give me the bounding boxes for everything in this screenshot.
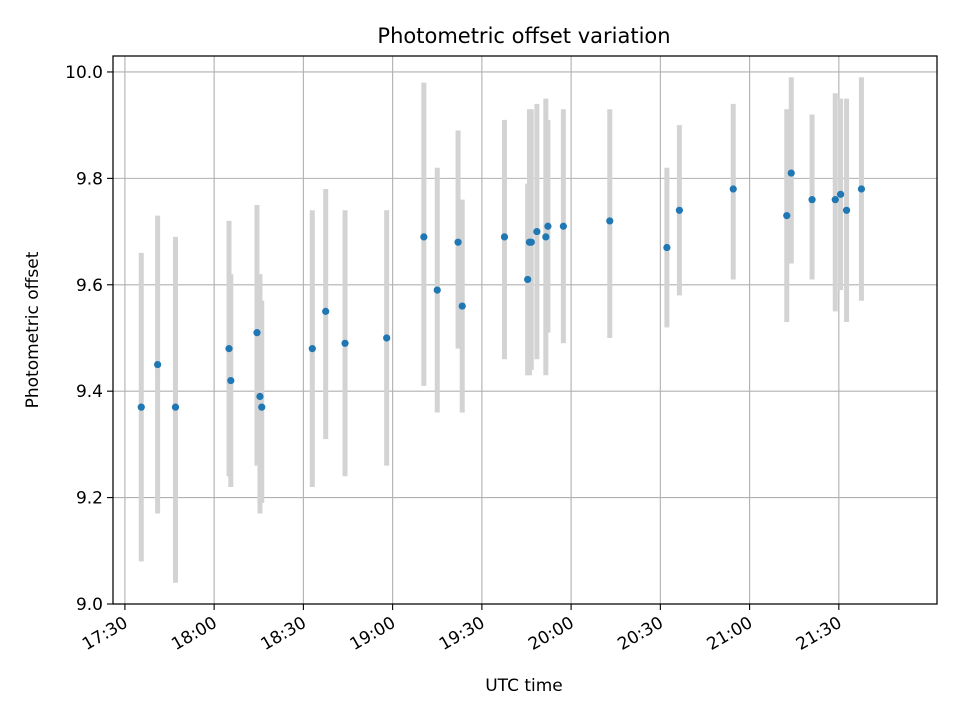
grid-layer [113,56,937,605]
data-point [500,233,509,241]
data-point [420,233,428,241]
data-point [256,392,264,401]
errorbar-layer [138,77,864,583]
data-point [458,302,466,310]
data-point [308,345,316,353]
data-point [663,243,671,252]
x-tick-label: 17:30 [79,613,131,655]
data-point [524,275,532,284]
data-point [542,233,550,241]
y-axis-title: Photometric offset [23,251,43,408]
y-tick-label: 9.8 [76,169,103,189]
x-tick-label: 21:30 [793,613,845,655]
data-point [171,403,180,411]
x-tick-label: 20:00 [525,613,577,655]
y-tick-label: 9.0 [76,595,103,615]
data-point [675,206,683,214]
data-point [227,376,235,385]
data-point [433,286,441,294]
data-point [341,339,349,347]
x-tick-label: 20:30 [614,613,666,655]
data-point [533,227,541,236]
y-tick-label: 10.0 [65,63,103,83]
y-tick-label: 9.6 [76,276,103,296]
x-tick-label: 19:00 [347,613,399,655]
data-point [383,334,391,342]
data-point [787,169,795,177]
data-point [783,212,791,220]
data-point [544,222,552,230]
x-tick-label: 21:00 [704,613,756,655]
data-point [454,238,462,246]
data-point [225,345,233,353]
y-tick-label: 9.4 [76,382,103,402]
plot-frame [112,55,938,605]
tick-layer: 17:30 18:00 18:30 19:00 19:30 20:00 20:30 21:00… [65,63,845,655]
data-point [527,238,535,246]
chart-title: Photometric offset variation [377,24,670,48]
data-point [154,360,162,369]
x-axis-title: UTC time [485,676,563,696]
x-tick-label: 19:30 [436,613,488,655]
data-point [831,196,839,204]
data-point [729,185,737,193]
data-point [258,403,266,411]
data-point [842,206,851,214]
data-point [606,217,614,225]
point-layer [137,169,866,411]
data-point [837,190,845,198]
y-tick-label: 9.2 [76,489,103,509]
x-tick-label: 18:30 [257,613,309,655]
x-tick-label: 18:00 [168,613,220,655]
data-point [253,329,261,337]
data-point [137,403,145,411]
data-point [808,196,816,204]
data-point [322,307,330,315]
data-point [857,185,866,193]
data-point [559,222,567,230]
